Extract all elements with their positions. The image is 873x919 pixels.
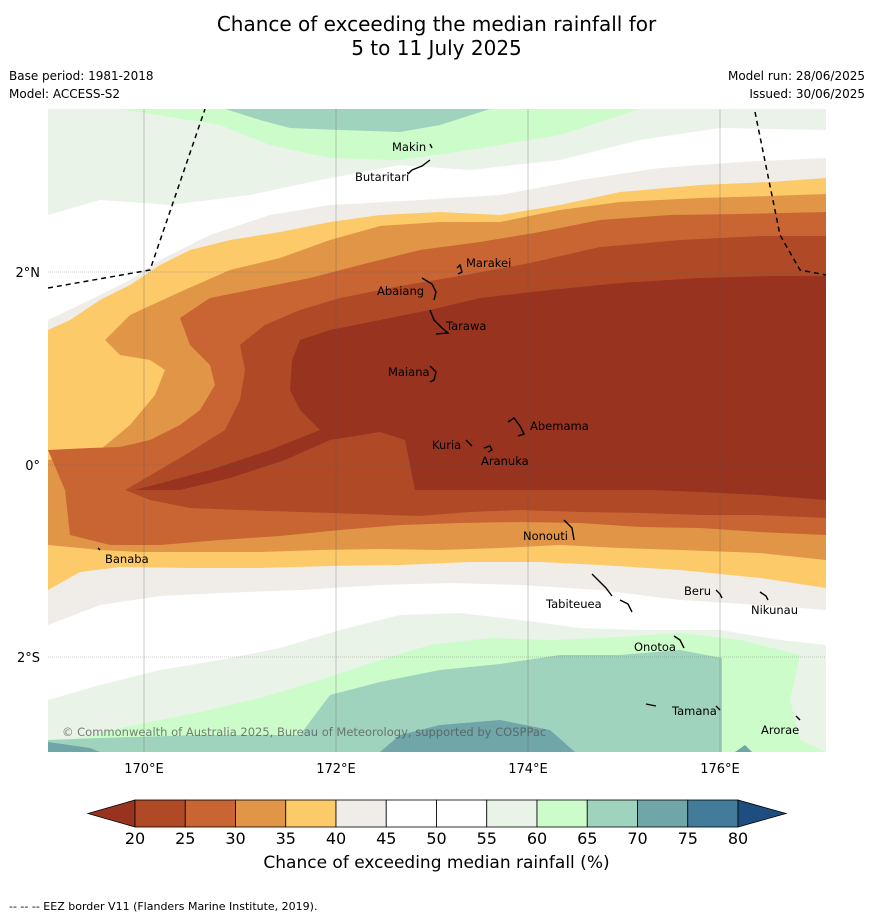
island-label-beru: Beru — [684, 584, 711, 598]
colorbar-tick-label: 25 — [175, 829, 195, 848]
island-label-onotoa: Onotoa — [634, 640, 676, 654]
island-label-abaiang: Abaiang — [377, 284, 424, 298]
colorbar-extend-high — [737, 799, 788, 828]
island-label-tarawa: Tarawa — [445, 319, 486, 333]
lat-label-0: 0° — [25, 459, 40, 474]
meta-right: Model run: 28/06/2025 Issued: 30/06/2025 — [728, 67, 865, 103]
colorbar-tick-label: 80 — [728, 829, 748, 848]
colorbar-tick-label: 20 — [125, 829, 145, 848]
eez-footnote: -- -- -- EEZ border V11 (Flanders Marine… — [9, 900, 318, 913]
rainfall-contours: Makin Butaritari Marakei Abaiang Tarawa … — [48, 109, 826, 752]
contour-south-65-70 — [48, 650, 722, 752]
colorbar-tick-label: 40 — [326, 829, 346, 848]
lon-label-174e: 174°E — [508, 762, 548, 777]
graticule — [48, 109, 826, 752]
colorbar-segment — [486, 799, 538, 828]
contour-north-55-60 — [48, 109, 826, 215]
island-labels: Makin Butaritari Marakei Abaiang Tarawa … — [105, 140, 799, 737]
colorbar-tick-label: 70 — [627, 829, 647, 848]
colorbar-label: Chance of exceeding median rainfall (%) — [263, 853, 610, 873]
colorbar-segment — [134, 799, 186, 828]
colorbar-tick-label: 75 — [678, 829, 698, 848]
colorbar-segment — [184, 799, 236, 828]
island-label-nonouti: Nonouti — [523, 529, 568, 543]
meta-left: Base period: 1981-2018 Model: ACCESS-S2 — [9, 67, 154, 103]
lon-labels: 170°E 172°E 174°E 176°E — [124, 762, 740, 777]
contour-south-70-75-c — [735, 745, 752, 752]
island-label-maiana: Maiana — [388, 365, 430, 379]
base-period: Base period: 1981-2018 — [9, 69, 154, 83]
colorbar-tick-label: 45 — [376, 829, 396, 848]
title-line-1: Chance of exceeding the median rainfall … — [216, 12, 657, 36]
island-label-tabiteuea: Tabiteuea — [545, 597, 602, 611]
colorbar-segment — [687, 799, 739, 828]
island-label-butaritari: Butaritari — [355, 170, 409, 184]
colorbar-segment — [637, 799, 689, 828]
colorbar-tick-label: 50 — [426, 829, 446, 848]
island-label-abemama: Abemama — [530, 419, 589, 433]
model-run: Model run: 28/06/2025 — [727, 69, 865, 83]
island-label-nikunau: Nikunau — [751, 603, 798, 617]
island-label-aranuka: Aranuka — [481, 454, 529, 468]
colorbar: 20 25 30 35 40 45 50 55 60 65 70 75 80 — [86, 799, 788, 848]
copyright-notice: © Commonwealth of Australia 2025, Bureau… — [62, 725, 546, 739]
colorbar-segment — [285, 799, 337, 828]
colorbar-segment — [385, 799, 437, 828]
colorbar-segment — [335, 799, 387, 828]
eez-border — [48, 109, 826, 289]
chart-title: Chance of exceeding the median rainfall … — [0, 12, 873, 60]
island-label-tamana: Tamana — [671, 704, 717, 718]
colorbar-segment — [436, 799, 488, 828]
colorbar-extend-low — [86, 799, 136, 828]
model-name: Model: ACCESS-S2 — [9, 87, 121, 101]
title-line-2: 5 to 11 July 2025 — [351, 36, 522, 60]
island-label-kuria: Kuria — [432, 438, 461, 452]
contour-south-70-75 — [380, 720, 575, 752]
island-label-makin: Makin — [392, 140, 426, 154]
contour-north-60-65 — [120, 109, 640, 160]
lat-label-2s: 2°S — [17, 651, 40, 666]
colorbar-tick-label: 30 — [225, 829, 245, 848]
colorbar-tick-label: 55 — [477, 829, 497, 848]
island-outlines — [97, 143, 801, 721]
issued-date: Issued: 30/06/2025 — [749, 87, 865, 101]
lon-label-172e: 172°E — [316, 762, 356, 777]
lon-label-170e: 170°E — [124, 762, 164, 777]
lon-label-176e: 176°E — [700, 762, 740, 777]
contour-north-65-70 — [225, 109, 490, 132]
colorbar-segment — [586, 799, 638, 828]
island-label-marakei: Marakei — [466, 256, 511, 270]
contour-below-20 — [135, 276, 826, 500]
colorbar-tick-label: 65 — [577, 829, 597, 848]
island-label-arorae: Arorae — [761, 723, 799, 737]
island-label-banaba: Banaba — [105, 552, 149, 566]
lat-label-2n: 2°N — [16, 266, 41, 281]
colorbar-tick-label: 60 — [527, 829, 547, 848]
lat-labels: 2°N 0° 2°S — [16, 266, 41, 666]
colorbar-tick-label: 35 — [276, 829, 296, 848]
colorbar-segment — [235, 799, 287, 828]
colorbar-segment — [536, 799, 588, 828]
contour-south-70-75-b — [48, 742, 100, 752]
